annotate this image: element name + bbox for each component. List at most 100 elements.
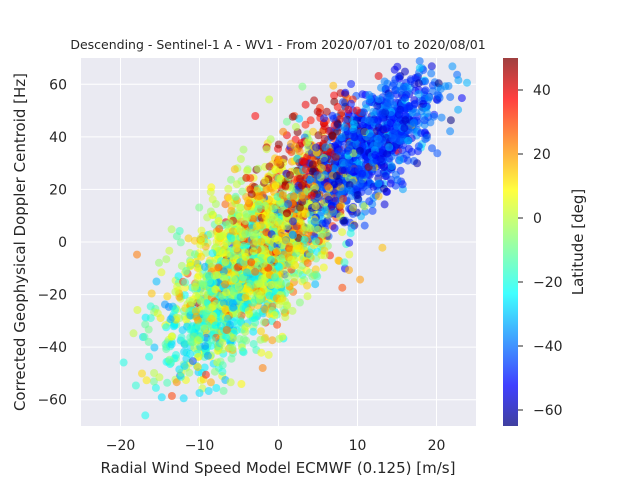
y-tick-label: −20: [37, 288, 67, 304]
data-point: [344, 146, 352, 155]
data-point: [417, 129, 426, 138]
data-point: [239, 242, 248, 250]
data-point: [174, 272, 183, 281]
data-point: [337, 133, 346, 142]
data-point: [192, 291, 201, 300]
data-point: [381, 172, 390, 181]
data-point: [281, 313, 290, 322]
y-axis-label: Corrected Geophysical Doppler Centroid […: [11, 73, 29, 411]
data-point: [186, 337, 195, 346]
data-point: [256, 335, 265, 344]
scatter-points: [119, 57, 471, 420]
data-point: [227, 354, 236, 363]
data-point: [301, 165, 310, 174]
data-point: [239, 335, 248, 344]
data-point: [150, 343, 159, 352]
data-point: [286, 171, 294, 179]
data-point: [345, 266, 353, 275]
data-point: [314, 193, 322, 202]
data-point: [420, 116, 429, 125]
data-point: [266, 135, 275, 144]
data-point: [406, 77, 415, 85]
data-point: [326, 148, 335, 157]
data-point: [152, 277, 161, 286]
data-point: [313, 171, 322, 180]
data-point: [249, 340, 258, 348]
data-point: [182, 266, 191, 275]
data-point: [249, 327, 258, 336]
data-point: [204, 387, 213, 395]
data-point: [374, 192, 383, 201]
data-point: [323, 182, 332, 191]
data-point: [268, 336, 277, 345]
data-point: [427, 62, 436, 71]
data-point: [454, 105, 463, 114]
data-point: [340, 258, 349, 267]
data-point: [226, 343, 235, 352]
data-point: [234, 282, 243, 291]
data-point: [413, 159, 422, 168]
data-point: [338, 283, 347, 292]
data-point: [176, 372, 185, 381]
data-point: [269, 280, 278, 289]
data-point: [307, 191, 316, 200]
data-point: [226, 378, 235, 387]
data-point: [301, 210, 310, 218]
data-point: [313, 225, 322, 234]
data-point: [295, 174, 304, 183]
data-point: [265, 95, 274, 104]
data-point: [262, 145, 271, 154]
y-tick-label: 0: [58, 235, 67, 251]
data-point: [407, 147, 416, 156]
colorbar-ticks: 40 20 0 −20 −40 −60: [518, 83, 563, 419]
data-point: [311, 237, 320, 246]
data-point: [255, 279, 263, 288]
data-point: [150, 369, 159, 377]
data-point: [249, 298, 258, 307]
x-tick-label: 20: [428, 438, 446, 454]
data-point: [388, 134, 397, 142]
data-point: [463, 78, 471, 87]
colorbar-tick-label: −60: [533, 403, 563, 419]
data-point: [444, 82, 453, 90]
data-point: [289, 192, 298, 201]
data-point: [308, 160, 317, 169]
data-point: [338, 158, 347, 167]
data-point: [312, 143, 321, 152]
data-point: [289, 217, 297, 226]
data-point: [181, 278, 190, 287]
data-point: [385, 154, 394, 163]
data-point: [344, 105, 353, 114]
data-point: [285, 242, 294, 251]
data-point: [259, 259, 268, 268]
data-point: [339, 216, 348, 225]
data-point: [264, 350, 273, 359]
data-point: [329, 81, 338, 90]
data-point: [320, 156, 329, 165]
data-point: [239, 145, 248, 154]
data-point: [119, 358, 128, 367]
data-point: [194, 336, 203, 345]
data-point: [274, 155, 283, 164]
data-point: [244, 307, 253, 316]
data-point: [352, 140, 361, 149]
data-point: [251, 267, 260, 276]
data-point: [162, 255, 171, 264]
data-point: [235, 212, 244, 221]
data-point: [186, 349, 195, 358]
data-point: [402, 90, 411, 99]
data-point: [319, 263, 328, 272]
data-point: [209, 301, 217, 310]
data-point: [222, 288, 231, 297]
data-point: [228, 251, 237, 260]
data-point: [385, 143, 394, 152]
data-point: [273, 247, 281, 256]
data-point: [373, 101, 382, 110]
data-point: [186, 258, 195, 267]
data-point: [377, 83, 385, 92]
data-point: [321, 205, 330, 214]
data-point: [327, 202, 336, 211]
data-point: [425, 93, 434, 102]
data-point: [155, 258, 163, 267]
data-point: [421, 77, 430, 86]
